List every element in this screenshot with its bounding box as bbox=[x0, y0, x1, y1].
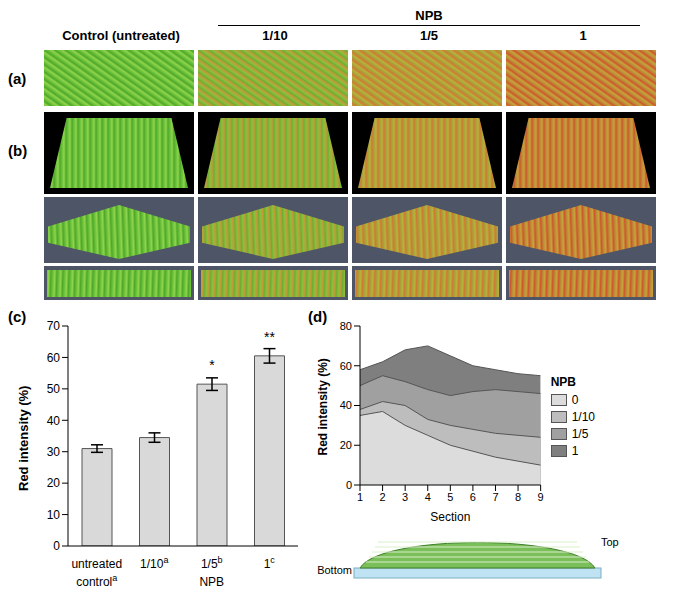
html-text:0: 0 bbox=[571, 393, 579, 407]
svg-text:20: 20 bbox=[47, 476, 61, 490]
html-text:1/10: 1/10 bbox=[571, 410, 595, 424]
svg-text:1/5b: 1/5b bbox=[201, 555, 223, 571]
svg-text:**: ** bbox=[264, 329, 275, 345]
svg-text:1: 1 bbox=[357, 491, 363, 503]
svg-text:Bottom: Bottom bbox=[317, 564, 352, 576]
html-text:(c): (c) bbox=[8, 308, 27, 325]
svg-text:4: 4 bbox=[425, 491, 431, 503]
svg-text:1/10a: 1/10a bbox=[140, 555, 168, 571]
svg-text:untreated: untreated bbox=[71, 557, 122, 571]
html-text:1: 1 bbox=[579, 28, 587, 43]
html-text:(a): (a) bbox=[8, 69, 27, 87]
svg-text:0: 0 bbox=[53, 539, 60, 553]
html-text:NPB: NPB bbox=[550, 375, 576, 389]
svg-text:7: 7 bbox=[492, 491, 498, 503]
svg-text:0: 0 bbox=[346, 479, 352, 491]
svg-text:40: 40 bbox=[47, 414, 61, 428]
html-text:1/10: 1/10 bbox=[262, 28, 288, 43]
svg-text:8: 8 bbox=[515, 491, 521, 503]
svg-text:Red intensity (%): Red intensity (%) bbox=[16, 386, 31, 491]
svg-text:30: 30 bbox=[47, 445, 61, 459]
html-text:Control (untreated): Control (untreated) bbox=[62, 28, 180, 43]
svg-text:60: 60 bbox=[47, 351, 61, 365]
svg-text:1c: 1c bbox=[264, 555, 276, 571]
svg-text:40: 40 bbox=[340, 399, 352, 411]
svg-text:9: 9 bbox=[538, 491, 544, 503]
html-text:1/5: 1/5 bbox=[571, 427, 589, 441]
svg-text:2: 2 bbox=[380, 491, 386, 503]
svg-text:Top: Top bbox=[601, 536, 619, 548]
svg-text:60: 60 bbox=[340, 360, 352, 372]
svg-text:20: 20 bbox=[340, 439, 352, 451]
svg-text:80: 80 bbox=[340, 320, 352, 332]
html-text:(b): (b) bbox=[8, 142, 28, 159]
svg-text:10: 10 bbox=[47, 508, 61, 522]
svg-text:controla: controla bbox=[76, 573, 117, 589]
html-text:1: 1 bbox=[571, 444, 579, 458]
svg-text:50: 50 bbox=[47, 382, 61, 396]
svg-text:6: 6 bbox=[470, 491, 476, 503]
svg-text:NPB: NPB bbox=[199, 575, 224, 589]
svg-text:5: 5 bbox=[447, 491, 453, 503]
svg-text:Red intensity (%): Red intensity (%) bbox=[316, 358, 330, 455]
svg-text:*: * bbox=[209, 357, 215, 373]
html-text:(d): (d) bbox=[308, 308, 328, 325]
html-text:NPB: NPB bbox=[415, 8, 443, 23]
svg-text:3: 3 bbox=[402, 491, 408, 503]
svg-text:Section: Section bbox=[430, 510, 470, 524]
html-text:1/5: 1/5 bbox=[420, 28, 438, 43]
svg-text:70: 70 bbox=[47, 319, 61, 333]
